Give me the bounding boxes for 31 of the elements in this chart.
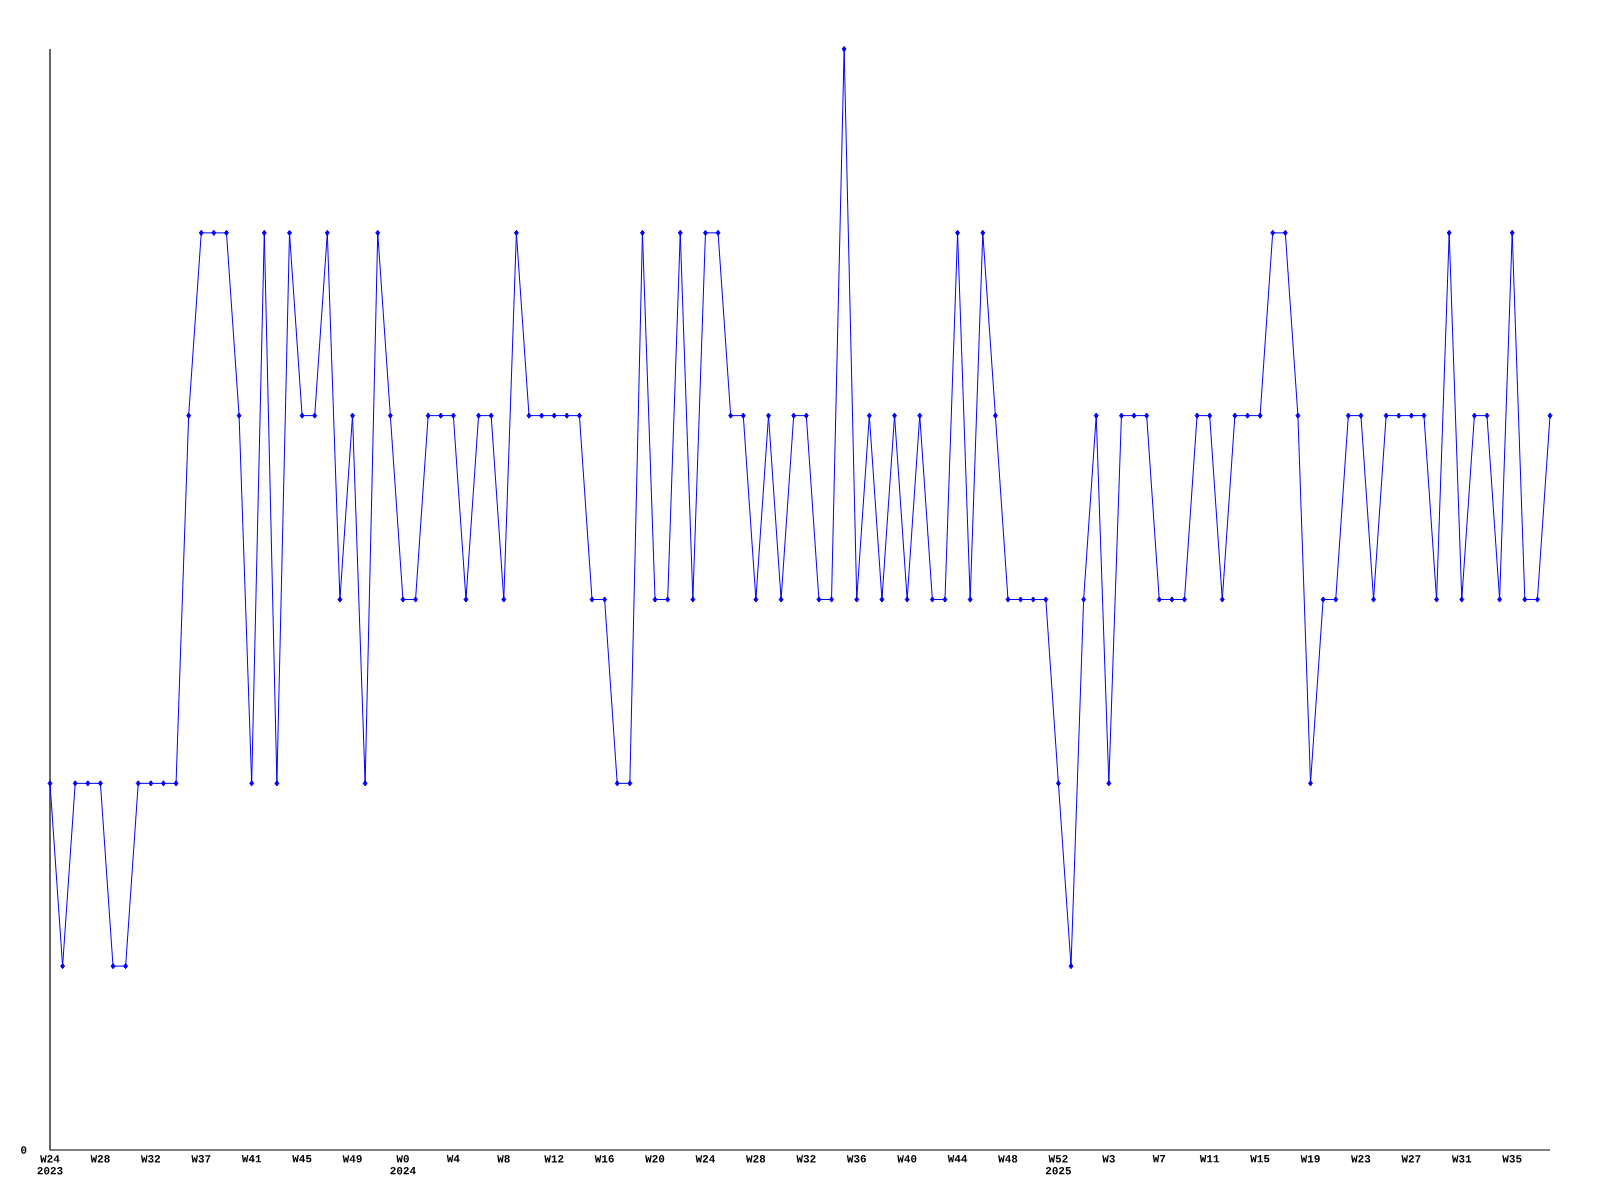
x-tick-label: W28 <box>90 1155 110 1163</box>
x-tick-label: W40 <box>897 1155 917 1163</box>
x-tick-label: W36 <box>846 1155 866 1163</box>
x-tick-label: W11 <box>1199 1155 1220 1163</box>
x-tick-label: W48 <box>998 1155 1018 1163</box>
x-tick-label: W24 <box>695 1155 715 1163</box>
x-tick-label: W44 <box>947 1155 968 1163</box>
x-tick-label: W7 <box>1152 1155 1166 1163</box>
x-tick-label: W32 <box>796 1155 816 1163</box>
x-tick-label: W19 <box>1300 1155 1320 1163</box>
x-tick-label: W4 <box>446 1155 460 1163</box>
x-tick-label: W35 <box>1502 1155 1522 1163</box>
x-tick-label: W15 <box>1250 1155 1270 1163</box>
x-tick-label: W52 2025 <box>1045 1155 1071 1175</box>
x-tick-label: W32 <box>140 1155 161 1163</box>
x-tick-label: W49 <box>342 1155 362 1163</box>
x-tick-label: W12 <box>544 1155 564 1163</box>
x-tick-label: W23 <box>1351 1155 1371 1163</box>
x-tick-label: W20 <box>645 1155 665 1163</box>
text: 0 <box>21 1146 27 1154</box>
x-tick-label: W8 <box>497 1155 510 1163</box>
x-tick-label: W27 <box>1401 1155 1421 1163</box>
x-tick-label: W37 <box>191 1155 211 1163</box>
x-tick-label: W0 2024 <box>390 1155 416 1175</box>
x-tick-label: W28 <box>746 1155 766 1163</box>
x-tick-label: W16 <box>594 1155 614 1163</box>
x-tick-label: W45 <box>292 1155 312 1163</box>
x-tick-label: W31 <box>1451 1155 1472 1163</box>
x-tick-label: W24 2023 <box>37 1155 63 1175</box>
x-tick-label: W41 <box>241 1155 262 1163</box>
x-tick-label: W3 <box>1102 1155 1115 1163</box>
